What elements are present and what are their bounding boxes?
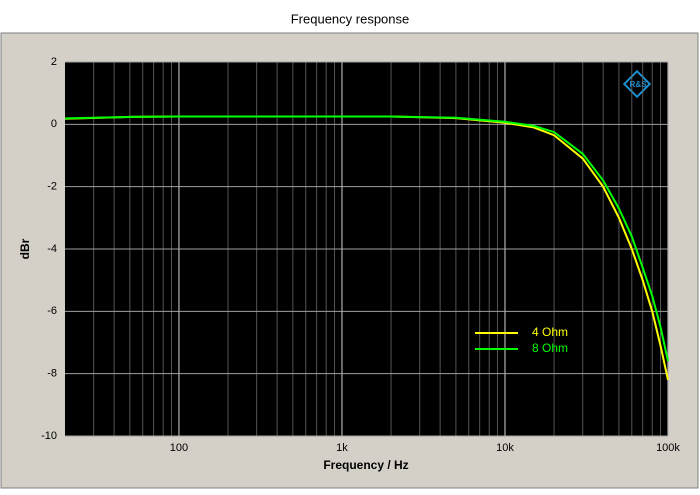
y-tick-label: -4 [47, 243, 57, 255]
x-tick-label: 10k [496, 442, 514, 454]
series-line [64, 115, 669, 362]
logo: R&S [622, 69, 652, 99]
x-tick-label: 100 [170, 442, 188, 454]
y-tick-label: -2 [47, 181, 57, 193]
y-tick-label: 0 [51, 118, 57, 130]
y-tick-label: -10 [41, 430, 57, 442]
x-axis-label: Frequency / Hz [323, 458, 408, 472]
logo-text: R&S [630, 80, 648, 89]
y-axis-label: dBr [18, 238, 32, 259]
legend-label: 4 Ohm [532, 325, 568, 339]
y-tick-label: 2 [51, 56, 57, 68]
logo-diamond [622, 69, 652, 99]
legend-label: 8 Ohm [532, 341, 568, 355]
chart-title: Frequency response [291, 11, 410, 26]
x-tick-label: 1k [336, 442, 348, 454]
y-tick-label: -6 [47, 305, 57, 317]
x-tick-label: 100k [656, 442, 680, 454]
y-tick-label: -8 [47, 368, 57, 380]
